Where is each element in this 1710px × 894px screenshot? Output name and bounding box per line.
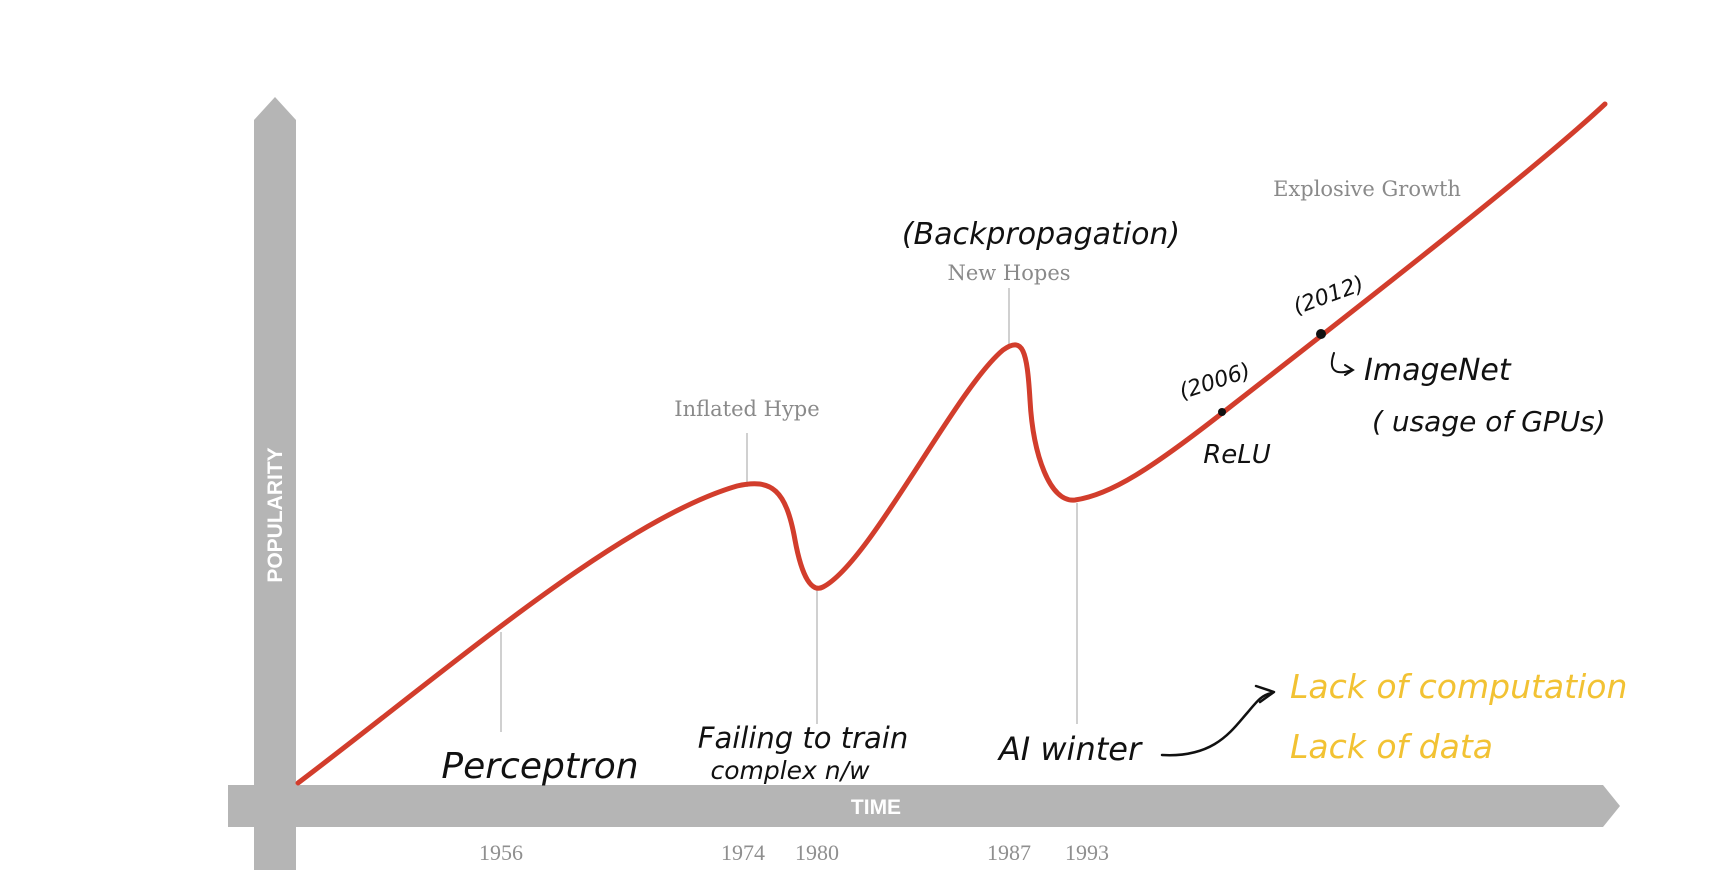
relu-point bbox=[1218, 408, 1226, 416]
y-axis: POPULARITY bbox=[254, 97, 296, 870]
x-axis: TIME bbox=[228, 785, 1620, 827]
x-axis-bar bbox=[228, 785, 1603, 827]
year-label: 1974 bbox=[721, 840, 765, 865]
x-axis-arrowhead bbox=[1603, 785, 1620, 827]
year-label: 1993 bbox=[1065, 840, 1109, 865]
phase-label-explosive-growth: Explosive Growth bbox=[1273, 177, 1461, 201]
leader-lines bbox=[500, 288, 1078, 732]
annotation-perceptron: Perceptron bbox=[441, 746, 638, 787]
annotation-lack-data: Lack of data bbox=[1290, 727, 1493, 766]
phase-label-new-hopes: New Hopes bbox=[947, 261, 1070, 285]
annotation-imagenet: ImageNet bbox=[1364, 353, 1512, 388]
year-label: 1987 bbox=[987, 840, 1031, 865]
year-label: 1956 bbox=[479, 840, 523, 865]
popularity-curve bbox=[295, 101, 1608, 786]
imagenet-hook-arrow bbox=[1330, 352, 1355, 376]
y-axis-bar bbox=[254, 120, 296, 870]
ai-winter-cause-arrowhead bbox=[1254, 684, 1276, 704]
ai-winter-cause-arrow bbox=[1160, 691, 1274, 757]
annotation-backpropagation: (Backpropagation) bbox=[902, 217, 1180, 252]
year-label: 1980 bbox=[795, 840, 839, 865]
annotation-imagenet-year: (2012) bbox=[1290, 272, 1367, 321]
y-axis-label: POPULARITY bbox=[264, 447, 287, 582]
annotation-relu: ReLU bbox=[1203, 440, 1271, 470]
annotation-gpus: ( usage of GPUs) bbox=[1372, 405, 1606, 438]
phase-label-inflated-hype: Inflated Hype bbox=[674, 397, 819, 421]
annotation-lack-computation: Lack of computation bbox=[1290, 667, 1627, 706]
x-axis-label: TIME bbox=[851, 796, 901, 819]
annotation-ai-winter: AI winter bbox=[997, 730, 1143, 768]
annotation-failing-line2: complex n/w bbox=[710, 756, 870, 785]
y-axis-arrowhead bbox=[254, 97, 296, 120]
imagenet-point bbox=[1316, 329, 1326, 339]
annotation-failing-line1: Failing to train bbox=[698, 721, 908, 755]
